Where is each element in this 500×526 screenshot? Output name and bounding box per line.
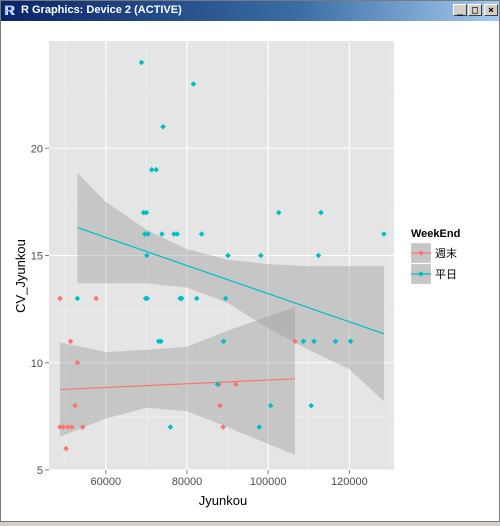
data-point [258, 252, 264, 259]
data-point [308, 402, 314, 409]
data-point [347, 338, 354, 345]
data-point [225, 252, 231, 259]
x-tick-label: 100000 [250, 476, 287, 488]
data-point [145, 231, 151, 237]
data-point [332, 338, 339, 345]
data-point [160, 124, 166, 130]
data-point [381, 231, 387, 237]
r-logo-icon: R [4, 2, 15, 18]
y-tick-label: 10 [31, 358, 43, 370]
data-point [178, 295, 185, 302]
x-tick-label: 120000 [331, 476, 368, 488]
axes: 60000 80000 100000 120000 5 10 15 20 [31, 143, 368, 488]
data-point [159, 231, 165, 237]
window-title: R Graphics: Device 2 (ACTIVE) [21, 4, 182, 16]
fit-lines [59, 227, 385, 391]
minimize-button[interactable]: _ [453, 4, 467, 16]
data-point [141, 231, 148, 237]
legend-title: WeekEnd [411, 228, 460, 240]
grid-lines [49, 41, 394, 471]
data-point [256, 424, 263, 430]
plot-area: 60000 80000 100000 120000 5 10 15 20 Jyunkou CV… [1, 21, 499, 521]
data-point [232, 381, 239, 387]
confidence-band [77, 172, 384, 402]
data-point [74, 359, 81, 366]
data-point [67, 338, 74, 345]
title-bar[interactable]: R R Graphics: Device 2 (ACTIVE) _ □ × [1, 1, 499, 21]
data-point [171, 231, 177, 237]
data-point [167, 424, 174, 430]
data-point [148, 166, 155, 173]
data-point [193, 295, 200, 302]
close-button[interactable]: × [484, 4, 498, 16]
confidence-bands [59, 172, 384, 455]
data-point [158, 338, 164, 345]
data-point [311, 338, 317, 345]
data-point [214, 381, 221, 387]
data-point [74, 295, 81, 302]
legend-point [418, 271, 424, 277]
data-point [143, 209, 150, 216]
data-point [267, 402, 274, 409]
data-point [220, 424, 226, 430]
data-point [153, 166, 159, 173]
data-point [72, 402, 78, 409]
data-point [318, 209, 324, 216]
fit-line [77, 227, 385, 335]
data-point [174, 231, 181, 237]
data-point [138, 59, 145, 66]
data-point [315, 252, 322, 259]
y-axis-label: CV_Jyunkou [13, 239, 28, 313]
data-point [190, 81, 197, 87]
scatter-chart: 60000 80000 100000 120000 5 10 15 20 Jyunkou CV… [13, 41, 460, 508]
data-point [57, 295, 63, 302]
x-tick-label: 80000 [172, 476, 203, 488]
confidence-band [59, 306, 295, 455]
data-point [275, 209, 282, 216]
data-point [220, 338, 227, 345]
x-tick-label: 60000 [91, 476, 122, 488]
data-point [292, 338, 298, 345]
maximize-button[interactable]: □ [468, 4, 482, 16]
y-tick-label: 15 [31, 251, 43, 263]
x-axis-label: Jyunkou [199, 493, 247, 508]
data-point [144, 295, 151, 302]
data-point [140, 209, 147, 216]
legend-point [418, 250, 424, 256]
fit-line [59, 378, 295, 391]
data-point [60, 424, 67, 430]
data-point [198, 231, 205, 237]
data-point [217, 402, 223, 409]
data-point [144, 252, 150, 259]
data-point [64, 424, 71, 430]
y-tick-label: 5 [37, 465, 43, 477]
data-point [93, 295, 99, 302]
data-point [68, 424, 75, 430]
data-point [300, 338, 307, 345]
legend-label: 週末 [435, 246, 457, 260]
data-point [57, 424, 63, 430]
legend-label: 平日 [435, 269, 457, 281]
y-tick-label: 20 [31, 143, 43, 155]
data-points [57, 59, 387, 452]
data-point [222, 295, 229, 302]
data-point [79, 424, 86, 430]
